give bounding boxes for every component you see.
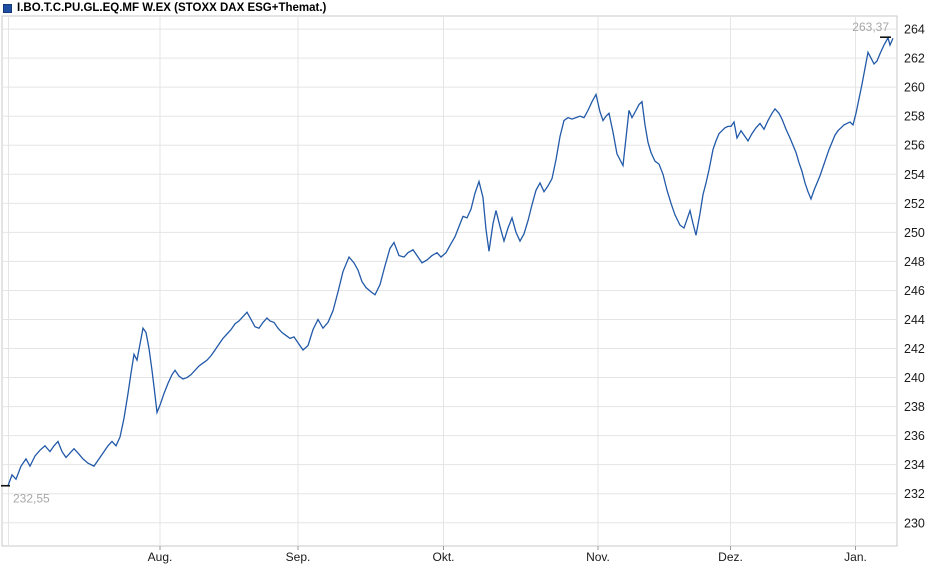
y-axis-label: 240 [904, 371, 925, 385]
series-legend-icon [3, 4, 12, 13]
month-label: Aug. [148, 550, 173, 564]
y-axis-label: 262 [904, 52, 925, 66]
price-line [7, 36, 894, 486]
y-axis-label: 236 [904, 429, 925, 443]
y-axis-label: 230 [904, 516, 925, 530]
y-axis-label: 246 [904, 284, 925, 298]
y-axis-label: 258 [904, 110, 925, 124]
y-axis-label: 234 [904, 458, 925, 472]
y-axis-label: 254 [904, 168, 925, 182]
y-axis-label: 248 [904, 255, 925, 269]
y-axis-label: 238 [904, 400, 925, 414]
month-label: Sep. [286, 550, 311, 564]
y-axis-label: 252 [904, 197, 925, 211]
y-axis-label: 244 [904, 313, 925, 327]
y-axis-label: 242 [904, 342, 925, 356]
chart-title: I.BO.T.C.PU.GL.EQ.MF W.EX (STOXX DAX ESG… [17, 2, 327, 14]
y-axis-label: 264 [904, 23, 925, 37]
plot-border [1, 15, 898, 547]
month-label: Nov. [586, 550, 610, 564]
start-value-label: 232,55 [13, 492, 50, 506]
month-label: Okt. [432, 550, 454, 564]
end-value-label: 263,37 [852, 20, 889, 34]
y-axis-label: 260 [904, 81, 925, 95]
chart-header: I.BO.T.C.PU.GL.EQ.MF W.EX (STOXX DAX ESG… [0, 0, 940, 16]
month-label: Jan. [844, 550, 867, 564]
y-axis-label: 232 [904, 487, 925, 501]
y-axis-label: 250 [904, 226, 925, 240]
y-axis-label: 256 [904, 139, 925, 153]
month-label: Dez. [718, 550, 743, 564]
